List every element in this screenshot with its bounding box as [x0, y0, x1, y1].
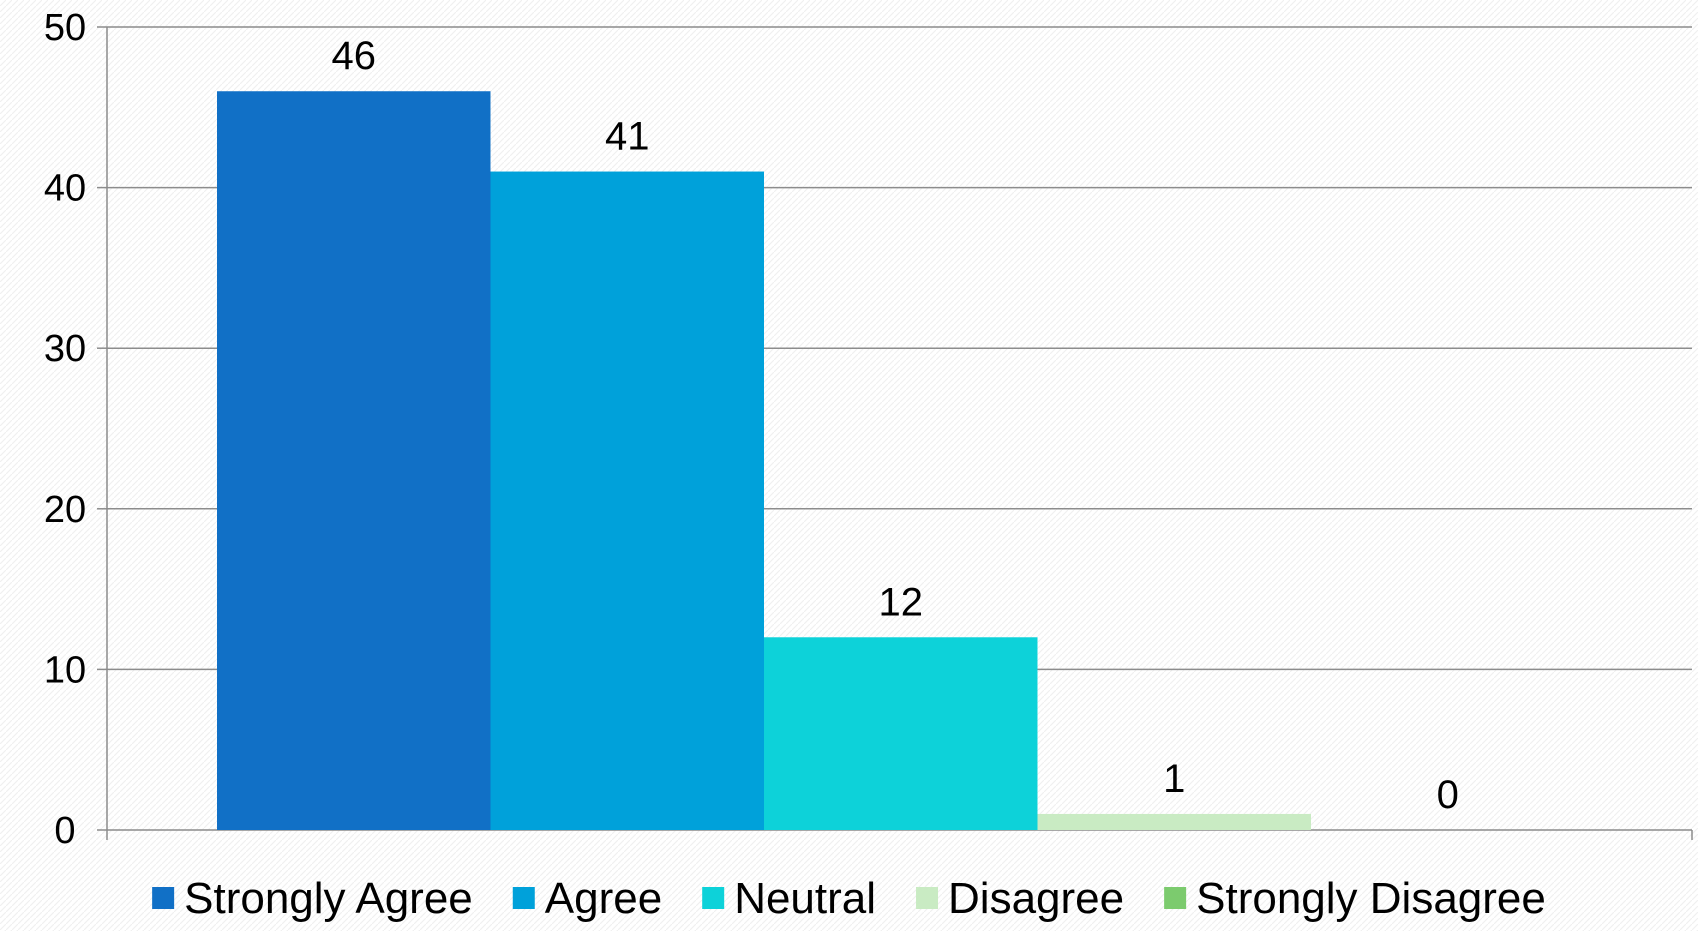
data-label: 46 — [332, 34, 377, 78]
y-tick-label: 30 — [44, 328, 86, 370]
y-tick-label: 40 — [44, 168, 86, 210]
legend-swatch — [1164, 887, 1187, 909]
bar-agree — [490, 171, 764, 831]
legend-label: Neutral — [734, 874, 876, 923]
data-label: 0 — [1437, 773, 1459, 817]
bars — [217, 91, 1311, 831]
data-labels: 46 41 12 1 0 — [332, 34, 1459, 817]
data-label: 12 — [879, 580, 924, 624]
y-tick-label: 20 — [44, 489, 86, 531]
legend: Strongly Agree Agree Neutral Disagree Strong… — [152, 874, 1546, 923]
bar-strongly-agree — [217, 91, 491, 831]
y-tick-label: 10 — [44, 649, 86, 691]
legend-swatch — [512, 887, 535, 909]
legend-label: Strongly Agree — [184, 874, 473, 923]
data-label: 1 — [1163, 757, 1185, 801]
data-label: 41 — [605, 115, 650, 159]
legend-label: Agree — [545, 874, 662, 923]
y-tick-label: 50 — [44, 7, 86, 49]
legend-label: Strongly Disagree — [1196, 874, 1546, 923]
legend-swatch — [916, 887, 939, 909]
y-tick-label: 0 — [54, 810, 75, 852]
bar-neutral — [764, 637, 1038, 830]
legend-label: Disagree — [948, 874, 1124, 923]
bar-disagree — [1037, 813, 1311, 830]
legend-swatch — [152, 887, 175, 909]
legend-swatch — [702, 887, 725, 909]
